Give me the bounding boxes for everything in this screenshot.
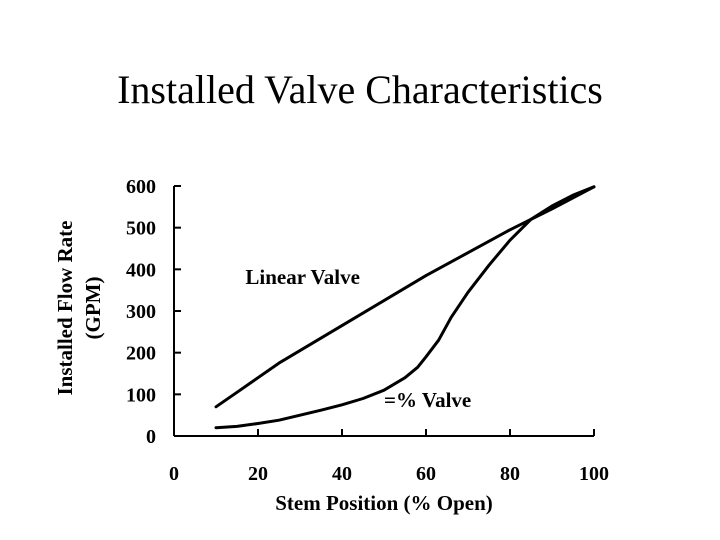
y-ticks: 0 100 200 300 400 500 600	[126, 176, 181, 448]
slide-title: Installed Valve Characteristics	[117, 67, 603, 112]
y-tick-label: 100	[126, 384, 156, 406]
y-tick-label: 400	[126, 259, 156, 281]
equal-percent-valve-line	[214, 185, 596, 430]
y-axis-title: Installed Flow Rate	[53, 221, 77, 396]
x-tick-label: 40	[332, 463, 352, 485]
y-tick-label: 500	[126, 218, 156, 240]
y-tick-label: 300	[126, 301, 156, 323]
x-ticks: 0 20 40 60 80 100	[169, 429, 609, 485]
x-tick-label: 80	[500, 463, 520, 485]
x-axis-title: Stem Position (% Open)	[275, 491, 493, 515]
x-tick-label: 60	[416, 463, 436, 485]
y-tick-label: 600	[126, 176, 156, 198]
x-tick-label: 20	[248, 463, 268, 485]
annotation-layer: Linear Valve =% Valve	[245, 265, 471, 412]
y-axis-unit: (GPM)	[81, 277, 105, 340]
y-tick-label: 200	[126, 343, 156, 365]
linear-valve-label: Linear Valve	[245, 265, 360, 289]
equal-percent-valve-label: =% Valve	[384, 388, 471, 412]
linear-valve-line	[214, 185, 596, 409]
x-tick-label: 0	[169, 463, 179, 485]
x-tick-label: 100	[579, 463, 609, 485]
series-layer	[214, 185, 596, 430]
y-tick-label: 0	[146, 426, 156, 448]
